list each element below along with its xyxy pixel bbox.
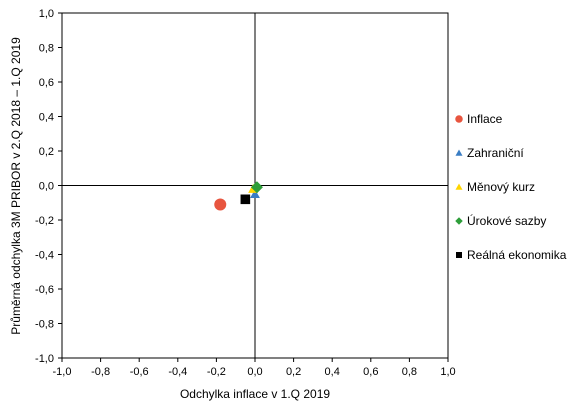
point-inflace bbox=[214, 198, 227, 211]
y-tick-labels: 1,0 0,8 0,6 0,4 0,2 0,0 -0,2 -0,4 -0,6 -0,8 -1,0 bbox=[35, 8, 62, 365]
legend: Inflace Zahraniční Měnový kurz Úrokové sazb… bbox=[455, 112, 567, 262]
x-tick-label: -0,6 bbox=[130, 366, 149, 378]
x-tick-label: 0,0 bbox=[247, 366, 262, 378]
y-tick-label: 0,6 bbox=[39, 77, 54, 89]
y-tick-label: 0,2 bbox=[39, 146, 54, 158]
y-tick-label: 0,8 bbox=[39, 43, 54, 55]
legend-label-urokove-sazby: Úrokové sazby bbox=[467, 213, 546, 228]
x-tick-label: 0,6 bbox=[363, 366, 378, 378]
y-tick-label: -0,8 bbox=[35, 319, 54, 331]
x-tick-label: 1,0 bbox=[440, 366, 455, 378]
y-axis-title: Průměrná odchylka 3M PRIBOR v 2.Q 2018 –… bbox=[9, 37, 23, 335]
point-realna-ekonomika bbox=[240, 194, 251, 205]
y-tick-label: -1,0 bbox=[35, 353, 54, 365]
x-tick-label: -0,8 bbox=[91, 366, 110, 378]
legend-label-menovy-kurz: Měnový kurz bbox=[467, 180, 535, 194]
point-zahranicni bbox=[250, 189, 260, 199]
x-tick-labels: -1,0 -0,8 -0,6 -0,4 -0,2 0,0 0,2 0,4 0,6 0,8 1,0 bbox=[53, 358, 456, 378]
legend-label-realna-ekonomika: Reálná ekonomika bbox=[467, 248, 567, 262]
legend-label-inflace: Inflace bbox=[467, 112, 503, 126]
x-tick-label: 0,4 bbox=[325, 366, 340, 378]
x-axis-title: Odchylka inflace v 1.Q 2019 bbox=[180, 387, 330, 401]
legend-marker-inflace bbox=[455, 115, 463, 123]
x-tick-label: -0,2 bbox=[207, 366, 226, 378]
x-tick-label: -1,0 bbox=[53, 366, 72, 378]
legend-marker-realna-ekonomika bbox=[456, 252, 462, 258]
y-tick-label: -0,6 bbox=[35, 284, 54, 296]
legend-marker-menovy-kurz bbox=[455, 183, 463, 190]
y-tick-label: 0,4 bbox=[39, 112, 54, 124]
point-urokove-sazby bbox=[250, 181, 263, 194]
y-tick-label: -0,4 bbox=[35, 250, 54, 262]
x-tick-label: 0,8 bbox=[402, 366, 417, 378]
y-tick-label: -0,2 bbox=[35, 215, 54, 227]
legend-marker-urokove-sazby bbox=[455, 217, 463, 225]
y-tick-label: 0,0 bbox=[39, 181, 54, 193]
legend-label-zahranicni: Zahraniční bbox=[467, 146, 524, 160]
legend-marker-zahranicni bbox=[455, 149, 463, 156]
x-tick-label: -0,4 bbox=[168, 366, 187, 378]
y-tick-label: 1,0 bbox=[39, 8, 54, 20]
data-points bbox=[214, 181, 263, 211]
x-tick-label: 0,2 bbox=[286, 366, 301, 378]
